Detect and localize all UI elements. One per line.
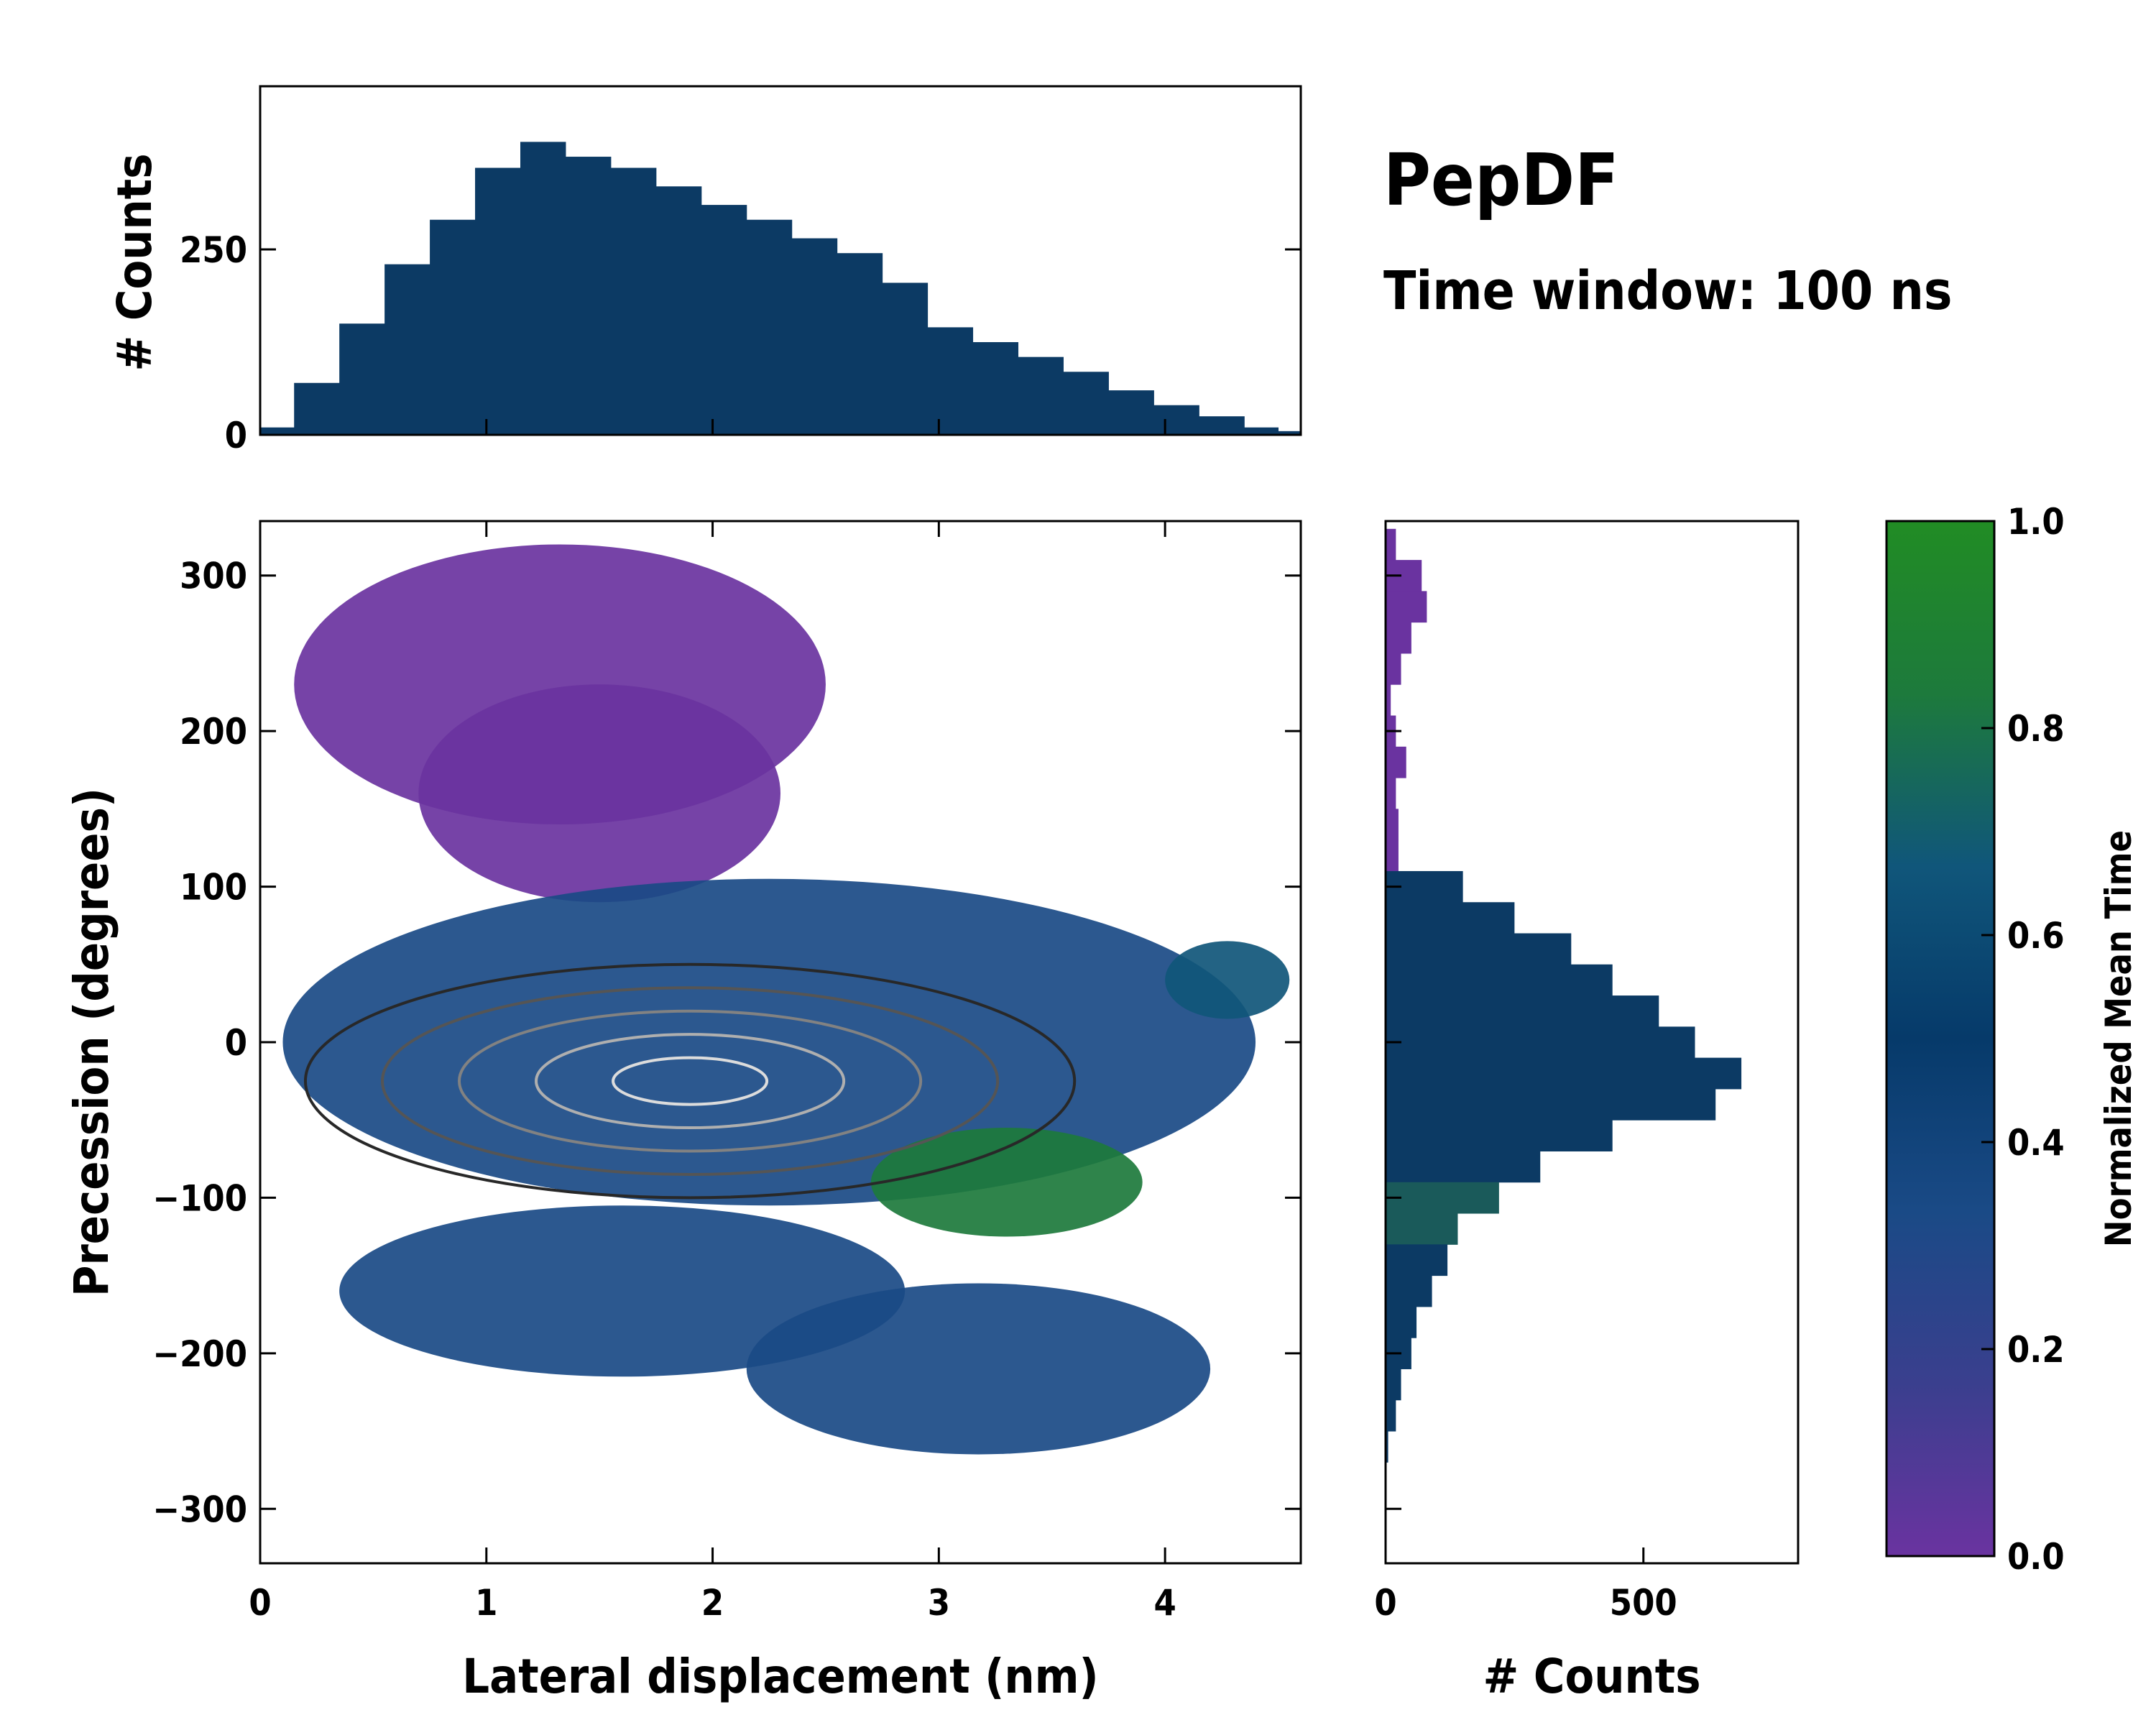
- right-histogram-bar: [1386, 902, 1515, 934]
- top-histogram-bar: [1153, 405, 1199, 435]
- top-histogram-bar: [260, 427, 295, 435]
- top-histogram-bar: [701, 205, 747, 435]
- right-histogram-bar: [1386, 778, 1396, 809]
- colorbar-tick-label: 0.2: [2007, 1329, 2065, 1371]
- density-contour-3: [535, 1033, 846, 1130]
- right-histogram-bar: [1386, 1182, 1499, 1214]
- right-histogram-bar: [1386, 1057, 1742, 1090]
- right-histogram-bar: [1386, 1431, 1388, 1463]
- right-histogram-bar: [1386, 1088, 1716, 1121]
- right-histogram-bar: [1386, 684, 1391, 717]
- right-histogram-bar: [1386, 653, 1401, 685]
- main-xlabel: Lateral displacement (nm): [462, 1649, 1098, 1704]
- top-histogram-frame: [259, 85, 1302, 436]
- colorbar-tick-label: 0.8: [2007, 708, 2065, 750]
- top-histogram-bar: [655, 186, 702, 435]
- main-ytick-label: 200: [180, 711, 247, 753]
- colorbar-tick-label: 0.6: [2007, 915, 2065, 957]
- main-xtick-label: 0: [249, 1582, 271, 1624]
- top-histogram-bar: [430, 219, 476, 435]
- top-histogram-bar: [610, 167, 657, 435]
- right-histogram-bar: [1386, 1368, 1401, 1401]
- top-histogram-bar: [475, 167, 521, 435]
- right-histogram-xlabel: # Counts: [1483, 1649, 1700, 1704]
- colorbar-label: Normalized Mean Time: [2098, 830, 2139, 1247]
- right-histogram-bar: [1386, 591, 1427, 623]
- density-contour-0: [303, 962, 1077, 1200]
- right-histogram-bar: [1386, 528, 1396, 561]
- right-histogram-bar: [1386, 964, 1613, 996]
- main-xtick-label: 2: [701, 1582, 724, 1624]
- main-heatmap: 0 1 2 3 4 −300 −200 −100 0 100 200 300 Lateral disp…: [64, 520, 1302, 1704]
- colorbar-tick-label: 0.4: [2007, 1122, 2065, 1164]
- heatmap-region-4: [1165, 941, 1290, 1019]
- top-histogram-bar: [1018, 356, 1064, 435]
- right-histogram-bar: [1386, 1244, 1448, 1276]
- right-histogram: 0 500 # Counts: [1374, 520, 1800, 1704]
- top-histogram-bar: [1244, 427, 1279, 435]
- right-xtick-label: 0: [1374, 1582, 1396, 1624]
- heatmap-region-5: [339, 1205, 906, 1377]
- right-histogram-bar: [1386, 746, 1406, 778]
- main-xtick-label: 1: [475, 1582, 497, 1624]
- right-histogram-bar: [1386, 622, 1411, 654]
- right-histogram-bar: [1386, 933, 1572, 965]
- top-histogram-bar: [882, 282, 929, 435]
- density-contour-4: [612, 1056, 769, 1106]
- top-ytick-label: 0: [225, 415, 247, 456]
- top-histogram-bar: [1278, 431, 1301, 435]
- main-ytick-label: 0: [225, 1022, 247, 1064]
- heatmap-region-6: [746, 1283, 1211, 1455]
- right-histogram-bar: [1386, 1026, 1695, 1059]
- right-histogram-bar: [1386, 1306, 1417, 1338]
- top-histogram-bar: [837, 253, 883, 435]
- heatmap-region-1: [418, 684, 780, 903]
- top-ytick-label: 250: [180, 229, 247, 271]
- main-ytick-label: −200: [152, 1333, 247, 1375]
- main-ylabel: Precession (degrees): [64, 788, 119, 1297]
- chart-title: PepDF: [1383, 138, 1619, 222]
- top-histogram-bar: [339, 323, 385, 435]
- top-histogram-bar: [384, 264, 430, 435]
- top-histogram-bar: [520, 142, 566, 435]
- top-histogram-bar: [791, 238, 838, 435]
- top-histogram-bar: [1063, 372, 1109, 435]
- right-histogram-bar: [1386, 1275, 1432, 1307]
- main-xtick-label: 3: [928, 1582, 950, 1624]
- right-histogram-bar: [1386, 1120, 1613, 1151]
- right-histogram-bar: [1386, 1151, 1541, 1183]
- right-histogram-bar: [1386, 809, 1399, 841]
- right-xtick-label: 500: [1610, 1582, 1677, 1624]
- colorbar-tick-label: 1.0: [2007, 501, 2065, 543]
- right-histogram-bar: [1386, 1213, 1458, 1245]
- top-histogram-bar: [1199, 416, 1245, 435]
- main-ytick-label: −100: [152, 1177, 247, 1219]
- right-histogram-bar: [1386, 840, 1399, 872]
- top-histogram-bar: [294, 382, 340, 435]
- top-histogram-bar: [1108, 390, 1154, 435]
- heatmap-region-3: [870, 1128, 1143, 1237]
- main-ytick-label: 300: [180, 556, 247, 597]
- main-ytick-label: −300: [152, 1489, 247, 1530]
- right-histogram-bar: [1386, 995, 1659, 1027]
- top-histogram-bar: [746, 219, 793, 435]
- density-contour-1: [380, 986, 1000, 1176]
- density-contour-2: [458, 1009, 923, 1153]
- top-histogram-ylabel: # Counts: [107, 153, 162, 371]
- top-histogram-bar: [927, 327, 974, 435]
- main-ytick-label: 100: [180, 867, 247, 908]
- right-histogram-bar: [1386, 1399, 1396, 1432]
- colorbar: 0.0 0.2 0.4 0.6 0.8 1.0 Normalized Mean Time: [1885, 501, 2139, 1578]
- top-histogram: 0 250 # Counts: [107, 85, 1302, 456]
- chart-subtitle: Time window: 100 ns: [1383, 260, 1953, 322]
- main-xtick-label: 4: [1153, 1582, 1176, 1624]
- colorbar-gradient: [1885, 520, 1996, 1558]
- top-histogram-bar: [565, 157, 612, 435]
- colorbar-tick-label: 0.0: [2007, 1536, 2065, 1578]
- top-histogram-bar: [972, 342, 1019, 435]
